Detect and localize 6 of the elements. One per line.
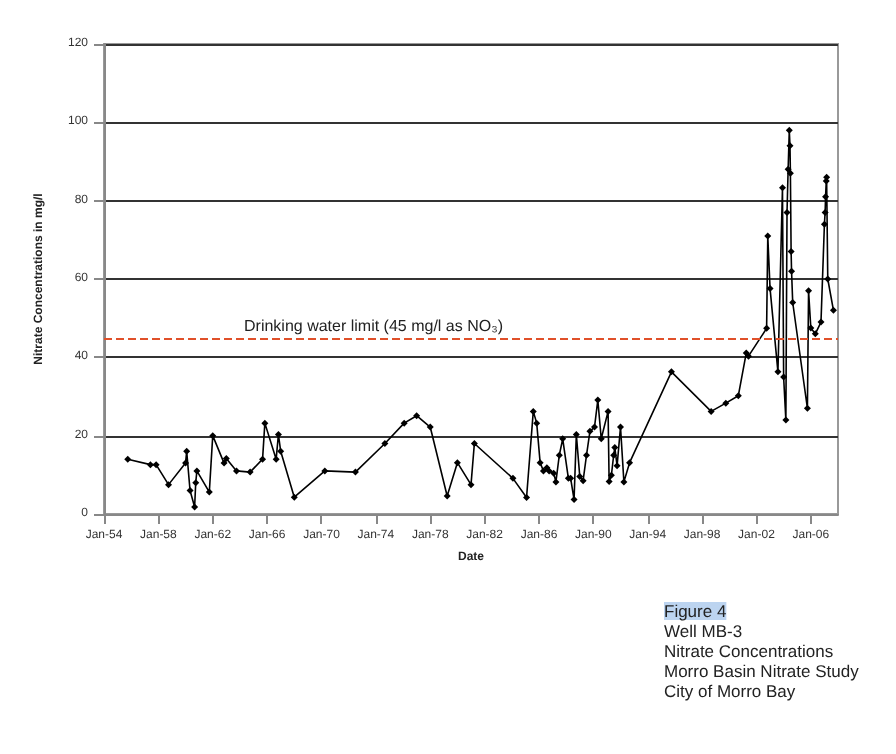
text: Nitrate Concentrations [664, 641, 834, 661]
text: Morro Basin Nitrate Study [664, 661, 861, 681]
text: City of Morro Bay [664, 681, 797, 701]
text: Well MB-3 [664, 621, 743, 641]
ref-line-label: Drinking water limit (45 mg/l as NO₃) [244, 316, 504, 335]
caption: Figure 4 [664, 601, 727, 621]
